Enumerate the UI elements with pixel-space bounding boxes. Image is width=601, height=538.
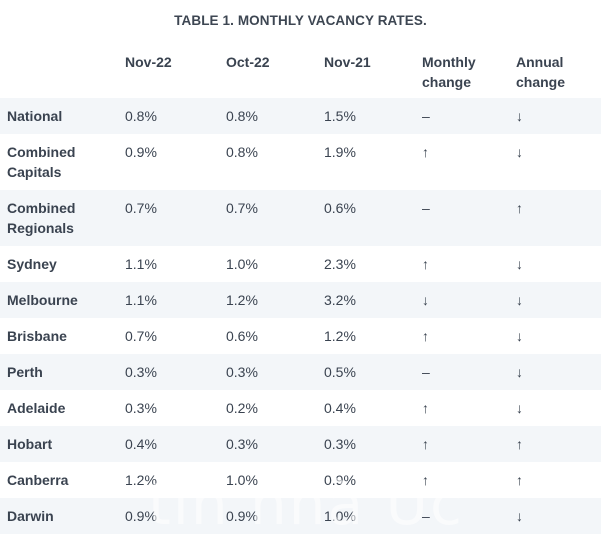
header-nov-21: Nov-21 xyxy=(324,54,371,70)
cell-annual: ↓ xyxy=(516,400,523,416)
cell-annual: ↑ xyxy=(516,200,523,216)
header-oct-22: Oct-22 xyxy=(226,54,270,70)
cell-nov21: 3.2% xyxy=(324,292,356,308)
cell-monthly: – xyxy=(422,108,430,124)
cell-city: Brisbane xyxy=(7,328,67,344)
table-row: Sydney 1.1% 1.0% 2.3% ↑ ↓ xyxy=(0,246,601,282)
table-row: Melbourne 1.1% 1.2% 3.2% ↓ ↓ xyxy=(0,282,601,318)
cell-annual: ↓ xyxy=(516,364,523,380)
cell-oct22: 0.2% xyxy=(226,400,258,416)
cell-nov21: 1.2% xyxy=(324,328,356,344)
cell-nov22: 1.1% xyxy=(125,256,157,272)
cell-nov21: 2.3% xyxy=(324,256,356,272)
cell-nov21: 0.6% xyxy=(324,200,356,216)
cell-city: Canberra xyxy=(7,472,69,488)
cell-annual: ↓ xyxy=(516,144,523,160)
cell-oct22: 0.7% xyxy=(226,200,258,216)
cell-oct22: 1.0% xyxy=(226,472,258,488)
cell-annual: ↑ xyxy=(516,472,523,488)
cell-city: Hobart xyxy=(7,436,53,452)
cell-monthly: ↑ xyxy=(422,436,429,452)
table-row: Adelaide 0.3% 0.2% 0.4% ↑ ↓ xyxy=(0,390,601,426)
table-title: TABLE 1. MONTHLY VACANCY RATES. xyxy=(174,13,427,28)
cell-nov21: 0.9% xyxy=(324,472,356,488)
table-row: Perth 0.3% 0.3% 0.5% – ↓ xyxy=(0,354,601,390)
header-monthly-change: Monthly change xyxy=(422,54,476,90)
cell-annual: ↑ xyxy=(516,436,523,452)
table-row: Combined Regionals 0.7% 0.7% 0.6% – ↑ xyxy=(0,190,601,246)
cell-nov22: 0.7% xyxy=(125,328,157,344)
cell-nov21: 0.3% xyxy=(324,436,356,452)
cell-annual: ↓ xyxy=(516,508,523,524)
cell-city: Darwin xyxy=(7,508,54,524)
cell-oct22: 1.2% xyxy=(226,292,258,308)
cell-nov22: 0.3% xyxy=(125,400,157,416)
cell-nov22: 1.2% xyxy=(125,472,157,488)
cell-nov22: 0.9% xyxy=(125,508,157,524)
table-row: Darwin 0.9% 0.9% 1.0% – ↓ xyxy=(0,498,601,534)
cell-nov21: 1.5% xyxy=(324,108,356,124)
cell-monthly: ↑ xyxy=(422,328,429,344)
header-annual-change: Annual change xyxy=(516,54,566,90)
cell-city: Melbourne xyxy=(7,292,78,308)
cell-monthly: – xyxy=(422,508,430,524)
cell-city: Perth xyxy=(7,364,43,380)
table-row: Brisbane 0.7% 0.6% 1.2% ↑ ↓ xyxy=(0,318,601,354)
header-nov-22: Nov-22 xyxy=(125,54,172,70)
cell-oct22: 0.6% xyxy=(226,328,258,344)
cell-nov21: 1.9% xyxy=(324,144,356,160)
table-row: Hobart 0.4% 0.3% 0.3% ↑ ↑ xyxy=(0,426,601,462)
cell-city: Combined Capitals xyxy=(7,144,76,180)
cell-city: Combined Regionals xyxy=(7,200,76,236)
cell-monthly: ↓ xyxy=(422,292,429,308)
vacancy-rates-table: Nov-22 Oct-22 Nov-21 Monthly change Annu… xyxy=(0,42,601,534)
table-row: Canberra 1.2% 1.0% 0.9% ↑ ↑ xyxy=(0,462,601,498)
cell-monthly: ↑ xyxy=(422,472,429,488)
cell-city: National xyxy=(7,108,63,124)
cell-monthly: – xyxy=(422,364,430,380)
header-city xyxy=(0,42,118,98)
cell-nov22: 0.8% xyxy=(125,108,157,124)
cell-nov21: 0.5% xyxy=(324,364,356,380)
cell-monthly: ↑ xyxy=(422,400,429,416)
cell-monthly: ↑ xyxy=(422,256,429,272)
cell-monthly: – xyxy=(422,200,430,216)
cell-city: Adelaide xyxy=(7,400,66,416)
cell-nov22: 0.9% xyxy=(125,144,157,160)
cell-oct22: 1.0% xyxy=(226,256,258,272)
cell-nov21: 0.4% xyxy=(324,400,356,416)
cell-annual: ↓ xyxy=(516,328,523,344)
cell-oct22: 0.3% xyxy=(226,364,258,380)
cell-nov22: 0.7% xyxy=(125,200,157,216)
cell-oct22: 0.8% xyxy=(226,144,258,160)
cell-nov22: 1.1% xyxy=(125,292,157,308)
cell-annual: ↓ xyxy=(516,108,523,124)
cell-nov22: 0.4% xyxy=(125,436,157,452)
cell-nov22: 0.3% xyxy=(125,364,157,380)
cell-nov21: 1.0% xyxy=(324,508,356,524)
cell-annual: ↓ xyxy=(516,292,523,308)
table-row: National 0.8% 0.8% 1.5% – ↓ xyxy=(0,98,601,134)
header-row: Nov-22 Oct-22 Nov-21 Monthly change Annu… xyxy=(0,42,601,98)
cell-oct22: 0.9% xyxy=(226,508,258,524)
cell-oct22: 0.8% xyxy=(226,108,258,124)
cell-annual: ↓ xyxy=(516,256,523,272)
cell-monthly: ↑ xyxy=(422,144,429,160)
cell-city: Sydney xyxy=(7,256,57,272)
cell-oct22: 0.3% xyxy=(226,436,258,452)
table-row: Combined Capitals 0.9% 0.8% 1.9% ↑ ↓ xyxy=(0,134,601,190)
